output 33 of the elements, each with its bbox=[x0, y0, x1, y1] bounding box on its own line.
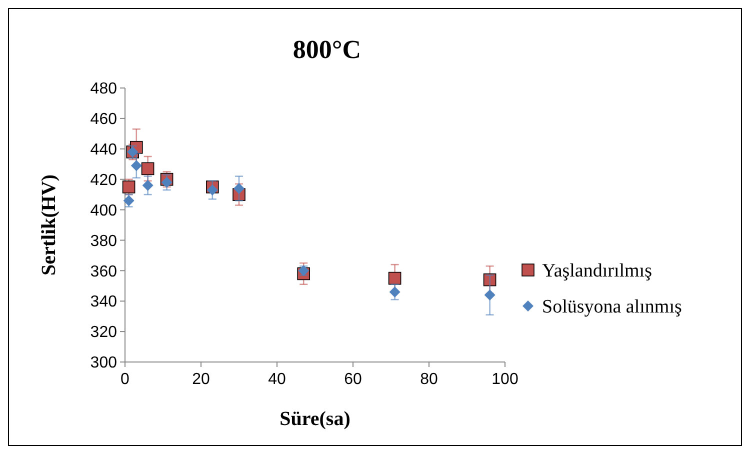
point bbox=[130, 160, 142, 172]
y-tick-label: 340 bbox=[90, 294, 118, 311]
y-tick-label: 300 bbox=[90, 354, 118, 372]
legend-label: Yaşlandırılmış bbox=[542, 260, 652, 282]
x-tick-label: 40 bbox=[268, 371, 286, 388]
point bbox=[142, 180, 154, 191]
y-tick-label: 320 bbox=[90, 324, 118, 342]
point bbox=[483, 273, 496, 286]
x-tick-label: 60 bbox=[344, 371, 362, 388]
x-axis-title: Süre(sa) bbox=[280, 408, 350, 430]
point bbox=[388, 272, 402, 285]
point bbox=[141, 162, 154, 176]
x-tick-label: 80 bbox=[420, 371, 438, 388]
y-tick-label: 460 bbox=[90, 111, 118, 128]
y-axis-title: Sertlik(HV) bbox=[38, 174, 60, 276]
x-tick-label: 20 bbox=[192, 371, 210, 388]
y-tick-label: 480 bbox=[90, 80, 118, 98]
x-tick-label: 0 bbox=[120, 371, 130, 388]
chart-title: 800°C bbox=[292, 35, 362, 64]
y-tick-label: 400 bbox=[90, 202, 118, 220]
point bbox=[484, 290, 496, 301]
y-tick-label: 380 bbox=[90, 232, 118, 250]
point bbox=[123, 195, 134, 206]
legend-label: Solüsyona alınmış bbox=[542, 296, 682, 318]
y-tick-label: 360 bbox=[90, 263, 118, 280]
y-tick-label: 420 bbox=[90, 172, 118, 189]
point bbox=[122, 180, 136, 194]
point bbox=[206, 184, 218, 196]
y-tick-label: 440 bbox=[90, 141, 118, 158]
point bbox=[389, 286, 400, 298]
point bbox=[234, 182, 244, 194]
x-tick-label: 100 bbox=[492, 371, 518, 388]
point bbox=[161, 176, 172, 188]
